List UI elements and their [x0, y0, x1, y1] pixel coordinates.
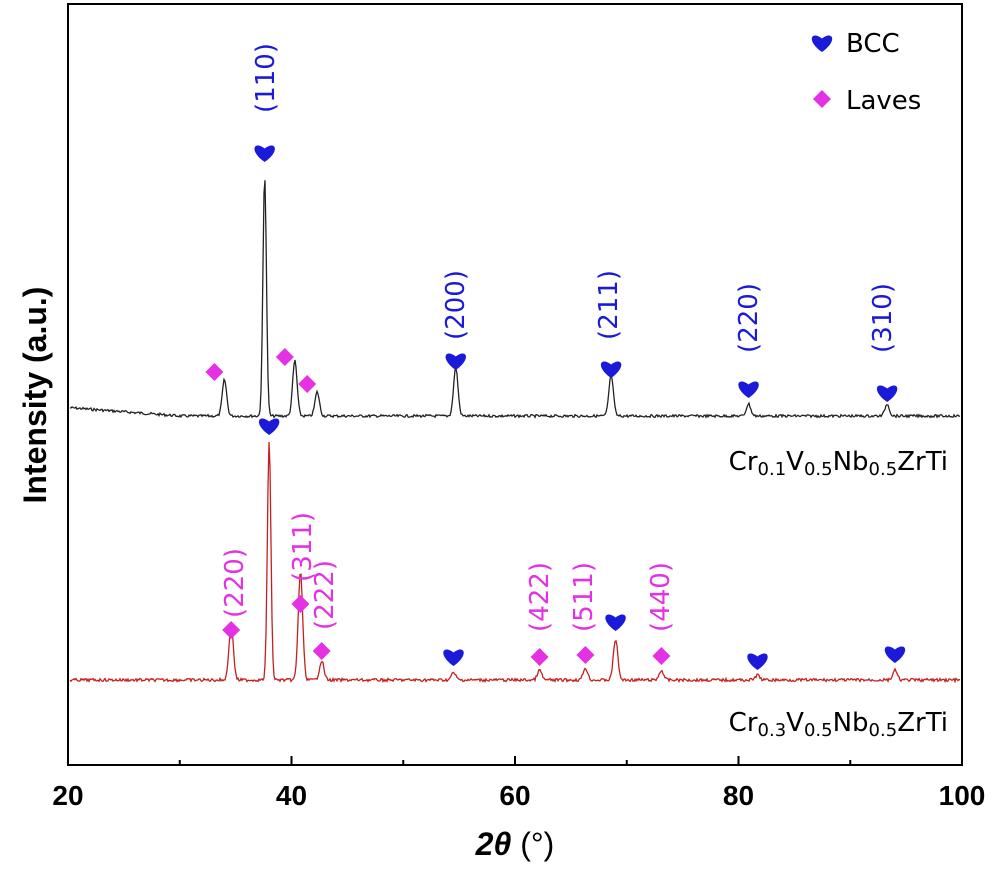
legend: BCC Laves — [811, 29, 921, 116]
plot-frame — [67, 3, 963, 766]
series-line — [69, 180, 961, 419]
series-line — [69, 441, 960, 684]
hkl-label: (200) — [441, 270, 471, 340]
bcc-heart-marker — [605, 614, 626, 631]
bcc-heart-marker — [747, 653, 768, 670]
laves-diamond-marker — [312, 642, 331, 660]
laves-diamond-marker — [205, 363, 224, 381]
bcc-heart-marker — [738, 381, 759, 398]
bcc-heart-marker — [254, 145, 275, 162]
legend-label: Laves — [846, 86, 921, 116]
x-tick-label: 40 — [276, 780, 307, 811]
hkl-label: (310) — [868, 283, 898, 353]
series-label: Cr0.1V0.5Nb0.5ZrTi — [729, 447, 948, 480]
phase-markers — [205, 145, 906, 670]
bcc-heart-marker — [811, 35, 833, 52]
laves-diamond-marker — [576, 646, 595, 664]
bcc-heart-marker — [600, 361, 622, 378]
bcc-heart-marker — [258, 418, 280, 435]
bcc-heart-marker — [445, 353, 466, 370]
laves-diamond-marker — [291, 595, 310, 613]
hkl-label: (311) — [288, 512, 318, 582]
x-axis: 20 40 60 80 100 2θ (°) — [52, 756, 985, 862]
bcc-heart-marker — [876, 385, 898, 402]
y-axis-title: Intensity (a.u.) — [17, 287, 53, 504]
hkl-label: (440) — [646, 562, 676, 632]
series-layer: Cr0.1V0.5Nb0.5ZrTi Cr0.3V0.5Nb0.5ZrTi — [69, 180, 961, 741]
hkl-label: (211) — [594, 270, 624, 340]
x-tick-label: 80 — [723, 780, 754, 811]
peak-labels: (110) (200) (211) (220) (310) (220) (311)(222)… — [220, 43, 898, 632]
bcc-heart-marker — [884, 646, 906, 663]
y-axis: Intensity (a.u.) — [17, 287, 53, 504]
laves-diamond-marker — [298, 375, 317, 393]
laves-diamond-marker — [652, 647, 671, 665]
hkl-label: (220) — [220, 548, 250, 618]
laves-diamond-marker — [275, 348, 294, 366]
hkl-label: (422) — [525, 562, 555, 632]
x-tick-label: 20 — [52, 780, 83, 811]
plot-border — [67, 3, 963, 766]
legend-label: BCC — [846, 29, 900, 59]
hkl-label: (511) — [569, 562, 599, 632]
x-tick-label: 100 — [939, 780, 986, 811]
laves-diamond-marker — [222, 621, 241, 639]
x-axis-title: 2θ (°) — [475, 826, 555, 862]
laves-diamond-marker — [530, 648, 549, 666]
hkl-label: (220) — [734, 283, 764, 353]
bcc-heart-marker — [443, 649, 464, 666]
x-tick-label: 60 — [499, 780, 530, 811]
hkl-label: (222) — [310, 560, 340, 630]
series-label: Cr0.3V0.5Nb0.5ZrTi — [729, 708, 948, 741]
hkl-label: (110) — [251, 43, 281, 113]
laves-diamond-marker — [813, 90, 831, 108]
